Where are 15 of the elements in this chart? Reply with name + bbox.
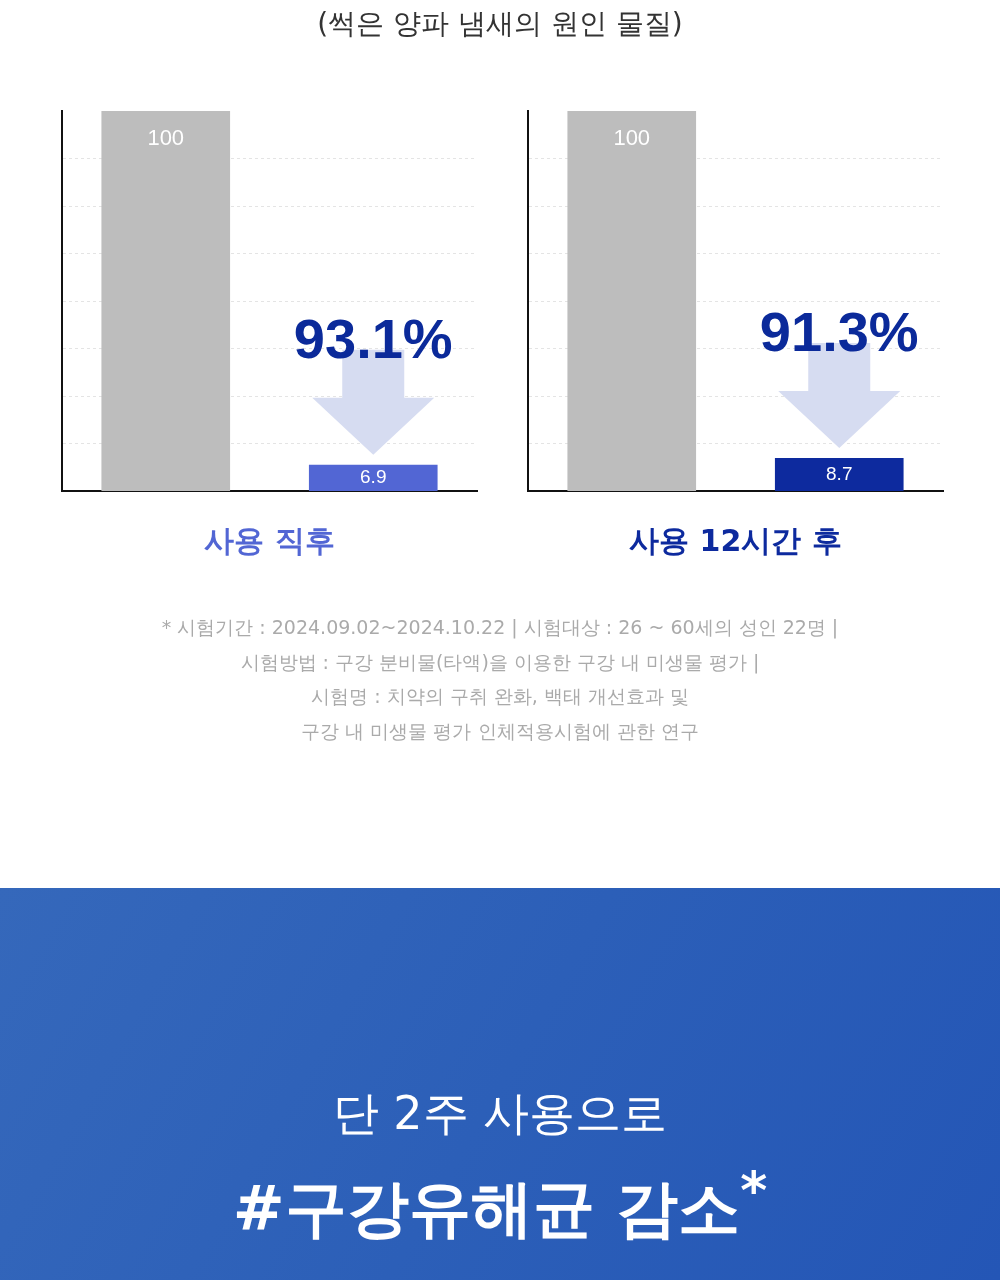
text: * 시험기간 : 2024.09.02~2024.10.22 | 시험대상 : 26 ~ 60세의 성인 22명 |: [161, 616, 839, 638]
text: 구강 내 미생물 평가 인체적용시험에 관한 연구: [301, 719, 699, 742]
text: 단 2주 사용으로: [332, 1086, 668, 1140]
data-label: 6.9: [360, 466, 387, 488]
data-label: 8.7: [826, 462, 853, 484]
text: #구강유해균 감소$^{*}$: [232, 1160, 768, 1245]
data-label: 100: [147, 125, 185, 151]
annotation: 91.3%: [759, 299, 919, 363]
data-label: 100: [613, 125, 651, 151]
annotation: 93.1%: [293, 306, 453, 370]
x-axis-title: 사용 12시간 후: [629, 523, 842, 558]
chart-title: (썩은 양파 냄새의 원인 물질): [317, 7, 683, 40]
text: 시험명 : 치약의 구취 완화, 백태 개선효과 및: [311, 685, 689, 707]
text: 시험방법 : 구강 분비물(타액)을 이용한 구강 내 미생물 평가 |: [240, 650, 760, 673]
x-axis-title: 사용 직후: [204, 523, 335, 558]
